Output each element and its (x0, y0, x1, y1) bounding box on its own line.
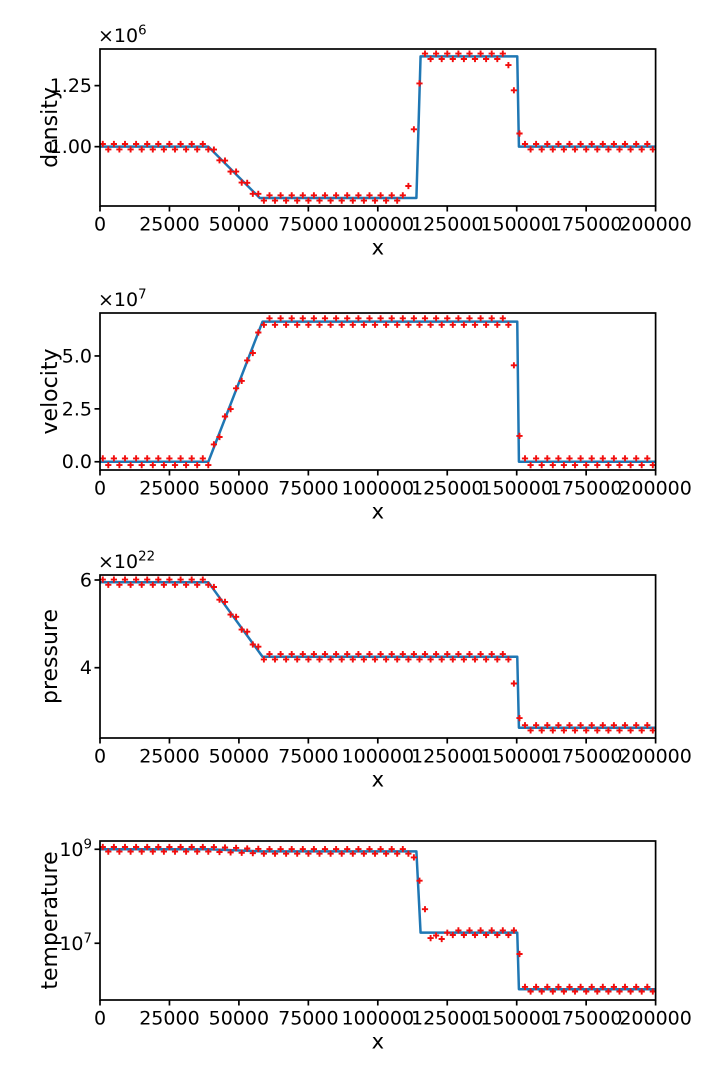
subplot-velocity: 0 25000 50000 75000 100000125000150000175000… (38, 288, 692, 524)
x-tick-label: 25000 (139, 746, 199, 768)
y-tick-label: 6 (80, 569, 92, 591)
x-tick-label: 125000 (411, 1008, 484, 1030)
pressure-offset-text: ×1022 (98, 550, 155, 574)
velocity-axes-frame (99, 312, 657, 471)
x-tick-label: 150000 (480, 478, 553, 500)
x-axis-label: x (372, 768, 384, 792)
subplot-temperature: 0 25000 50000 75000 100000125000150000175000… (38, 837, 692, 1053)
x-tick-label: 125000 (411, 214, 484, 236)
x-tick-label: 75000 (278, 214, 338, 236)
y-tick-label: 109 (59, 837, 92, 861)
x-tick-label: 150000 (480, 214, 553, 236)
density-numeric-markers (99, 50, 656, 204)
density-exact-line (100, 55, 656, 200)
y-tick-label: 0.0 (62, 451, 92, 473)
x-tick-label: 25000 (139, 214, 199, 236)
x-tick-label: 175000 (550, 478, 623, 500)
x-tick-label: 125000 (411, 746, 484, 768)
x-tick-label: 75000 (278, 478, 338, 500)
x-tick-label: 200000 (619, 214, 692, 236)
x-axis-label: x (372, 500, 384, 524)
x-tick-label: 175000 (550, 1008, 623, 1030)
x-axis-label: x (372, 236, 384, 260)
pressure-ylabel: pressure (38, 609, 63, 704)
x-tick-label: 50000 (209, 746, 269, 768)
subplot-density: 0 25000 50000 75000 100000125000150000175000… (38, 24, 692, 260)
velocity-ylabel: velocity (38, 349, 63, 435)
x-tick-label: 200000 (619, 478, 692, 500)
x-tick-label: 50000 (209, 214, 269, 236)
temperature-exact-line (100, 848, 656, 991)
y-tick-label: 1.25 (50, 75, 92, 97)
y-tick-label: 5.0 (62, 345, 92, 367)
velocity-exact-line (100, 320, 656, 463)
x-tick-label: 175000 (550, 746, 623, 768)
y-tick-label: 4 (80, 657, 92, 679)
x-tick-label: 100000 (342, 1008, 415, 1030)
x-tick-label: 50000 (209, 1008, 269, 1030)
x-tick-label: 100000 (342, 214, 415, 236)
x-tick-label: 0 (94, 1008, 106, 1030)
x-tick-label: 0 (94, 746, 106, 768)
subplot-pressure: 0 25000 50000 75000 100000125000150000175000… (38, 550, 692, 792)
velocity-numeric-markers (99, 315, 656, 469)
x-tick-label: 25000 (139, 1008, 199, 1030)
pressure-numeric-markers (99, 576, 656, 734)
x-tick-label: 150000 (480, 746, 553, 768)
x-tick-label: 25000 (139, 478, 199, 500)
density-axes-frame (99, 48, 657, 207)
temperature-axes-frame (99, 840, 657, 1001)
temperature-numeric-markers (99, 843, 656, 995)
x-tick-label: 0 (94, 214, 106, 236)
x-tick-label: 75000 (278, 1008, 338, 1030)
density-ylabel: density (38, 87, 63, 168)
x-tick-label: 0 (94, 478, 106, 500)
x-tick-label: 125000 (411, 478, 484, 500)
x-tick-label: 175000 (550, 214, 623, 236)
x-tick-label: 150000 (480, 1008, 553, 1030)
density-offset-text: ×106 (98, 24, 147, 48)
x-tick-label: 75000 (278, 746, 338, 768)
x-tick-label: 100000 (342, 746, 415, 768)
x-tick-label: 100000 (342, 478, 415, 500)
y-tick-label: 1.00 (50, 136, 92, 158)
temperature-ylabel: temperature (38, 851, 63, 989)
x-axis-label: x (372, 1030, 384, 1054)
x-tick-label: 200000 (619, 1008, 692, 1030)
x-tick-label: 200000 (619, 746, 692, 768)
x-tick-label: 50000 (209, 478, 269, 500)
y-tick-label: 107 (59, 931, 92, 955)
y-tick-label: 2.5 (62, 398, 92, 420)
velocity-offset-text: ×107 (98, 288, 147, 312)
